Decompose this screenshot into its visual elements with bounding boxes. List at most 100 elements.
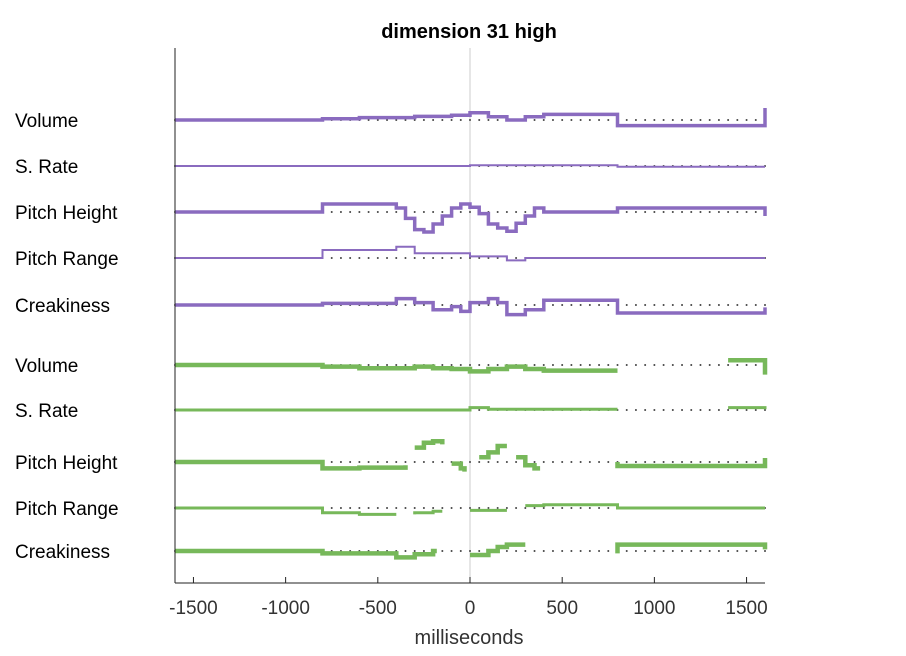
reference-dot [487, 461, 490, 463]
reference-dot [551, 364, 554, 366]
reference-dot [432, 257, 435, 259]
reference-dot [551, 461, 554, 463]
reference-dot [422, 304, 425, 306]
reference-dot [478, 507, 481, 509]
reference-dot [727, 119, 730, 121]
reference-dot [561, 119, 564, 121]
reference-dot [699, 409, 702, 411]
reference-dot [570, 507, 573, 509]
reference-dot [404, 304, 407, 306]
row-label: Creakiness [15, 296, 110, 317]
reference-dot [598, 364, 601, 366]
reference-dot [588, 550, 591, 552]
reference-dot [542, 550, 545, 552]
reference-dot [395, 461, 398, 463]
reference-dot [404, 257, 407, 259]
reference-dot [736, 364, 739, 366]
reference-dot [505, 461, 508, 463]
reference-dot [386, 257, 389, 259]
reference-dot [478, 550, 481, 552]
reference-dot [441, 364, 444, 366]
row-label: Creakiness [15, 542, 110, 563]
reference-dot [515, 211, 518, 213]
reference-dot [413, 257, 416, 259]
row-label: Volume [15, 356, 78, 377]
reference-dot [727, 364, 730, 366]
series-line [175, 108, 767, 128]
reference-dot [634, 461, 637, 463]
reference-dot [625, 364, 628, 366]
reference-dot [570, 550, 573, 552]
reference-dot [570, 304, 573, 306]
reference-dot [349, 257, 352, 259]
reference-dot [441, 257, 444, 259]
reference-dot [422, 507, 425, 509]
reference-dot [736, 304, 739, 306]
reference-dot [754, 461, 757, 463]
reference-dot [579, 364, 582, 366]
reference-dot [754, 364, 757, 366]
reference-dot [376, 507, 379, 509]
reference-dot [469, 507, 471, 509]
series-line [175, 542, 768, 560]
series-line [175, 245, 765, 262]
reference-dot [588, 364, 591, 366]
reference-dot [671, 409, 674, 411]
reference-dot [496, 507, 499, 509]
reference-dot [561, 364, 564, 366]
row-label: Pitch Height [15, 203, 118, 224]
reference-dot [699, 211, 702, 213]
x-tick-label: 1000 [633, 598, 675, 619]
series-line [175, 438, 768, 472]
reference-dot [764, 409, 766, 411]
row-label: S. Rate [15, 401, 78, 422]
reference-dot [616, 364, 619, 366]
series-line [175, 164, 765, 168]
reference-dot [662, 211, 665, 213]
reference-dot [625, 550, 628, 552]
reference-dot [469, 211, 471, 213]
reference-dot [367, 461, 370, 463]
reference-dot [717, 304, 720, 306]
reference-dot [367, 211, 370, 213]
reference-dot [376, 119, 379, 121]
reference-dot [515, 507, 518, 509]
reference-dot [487, 507, 490, 509]
reference-dot [469, 119, 471, 121]
reference-dot [579, 507, 582, 509]
reference-dot [671, 211, 674, 213]
reference-dot [441, 507, 444, 509]
reference-dot [717, 211, 720, 213]
series-row-6 [174, 357, 768, 375]
reference-dot [625, 409, 628, 411]
reference-dot [469, 550, 471, 552]
series-line [175, 503, 765, 516]
reference-dot [349, 461, 352, 463]
reference-dot [570, 461, 573, 463]
reference-dot [588, 461, 591, 463]
reference-dot [764, 304, 766, 306]
reference-dot [376, 211, 379, 213]
reference-dot [358, 257, 361, 259]
reference-dot [496, 257, 499, 259]
reference-dot [413, 119, 416, 121]
reference-dot [395, 211, 398, 213]
reference-dot [330, 257, 333, 259]
reference-dot [524, 507, 527, 509]
series-line [175, 357, 768, 375]
reference-dot [671, 304, 674, 306]
series-row-9 [174, 503, 766, 516]
reference-dot [717, 119, 720, 121]
reference-dot [505, 211, 508, 213]
reference-dot [754, 119, 757, 121]
reference-dot [598, 119, 601, 121]
reference-dot [551, 507, 554, 509]
x-tick-label: -500 [359, 598, 397, 619]
row-label: Pitch Range [15, 249, 119, 270]
reference-dot [450, 119, 453, 121]
reference-dot [422, 550, 425, 552]
reference-dot [367, 364, 370, 366]
reference-dot [413, 507, 416, 509]
x-tick-label: 0 [465, 598, 476, 619]
reference-dot [607, 119, 610, 121]
